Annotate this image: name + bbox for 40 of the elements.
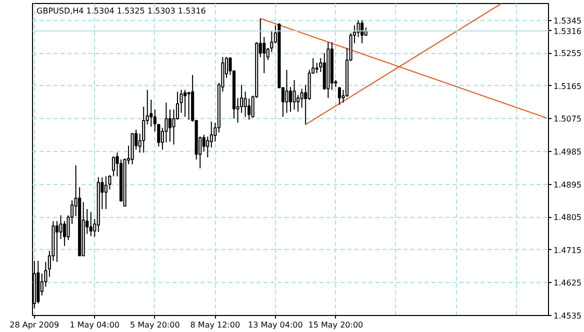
x-tick-label: 15 May 20:00	[308, 320, 364, 330]
candlestick	[288, 86, 292, 112]
candlestick	[210, 121, 213, 148]
y-tick-label: 1.4625	[554, 278, 582, 288]
candlestick	[296, 94, 300, 112]
candlestick	[292, 80, 296, 110]
y-tick-label: 1.4535	[554, 312, 582, 320]
chart-title: GBPUSD,H4 1.5304 1.5325 1.5303 1.5316	[36, 6, 206, 16]
y-tick-label: 1.4805	[554, 213, 582, 222]
x-tick-label: 8 May 12:00	[190, 320, 240, 330]
candlestick	[360, 20, 364, 44]
y-tick-label: 1.5255	[554, 49, 582, 58]
candlestick	[206, 136, 210, 158]
y-tick-label: 1.4715	[554, 246, 582, 255]
candlestick	[142, 106, 146, 154]
y-tick-label: 1.5165	[554, 82, 582, 91]
candlestick	[187, 91, 190, 120]
candlestick	[112, 156, 116, 177]
candlestick	[315, 62, 318, 74]
candlestick	[300, 88, 304, 108]
y-tick-label: 1.4895	[554, 180, 582, 190]
x-tick-label: 5 May 20:00	[130, 320, 180, 330]
candlestick	[55, 220, 59, 262]
ref-line-label: 1.5316	[554, 26, 582, 36]
x-tick-label: 1 May 04:00	[70, 320, 120, 330]
candlestick	[184, 89, 187, 118]
y-tick-label: 1.5345	[554, 16, 582, 26]
candlestick	[356, 20, 360, 38]
x-tick-label: 28 Apr 2009	[10, 320, 60, 330]
candlestick	[104, 176, 108, 210]
y-tick-label: 1.5075	[554, 114, 582, 124]
candlestick	[62, 220, 66, 246]
candlestick	[285, 69, 288, 114]
candlestick	[244, 91, 247, 118]
x-tick-label: 13 May 04:00	[248, 320, 303, 330]
candlestick	[89, 211, 92, 237]
y-tick-label: 1.4985	[554, 147, 582, 156]
candlestick	[262, 36, 266, 74]
candlestick	[338, 86, 341, 106]
candlestick	[168, 109, 172, 142]
